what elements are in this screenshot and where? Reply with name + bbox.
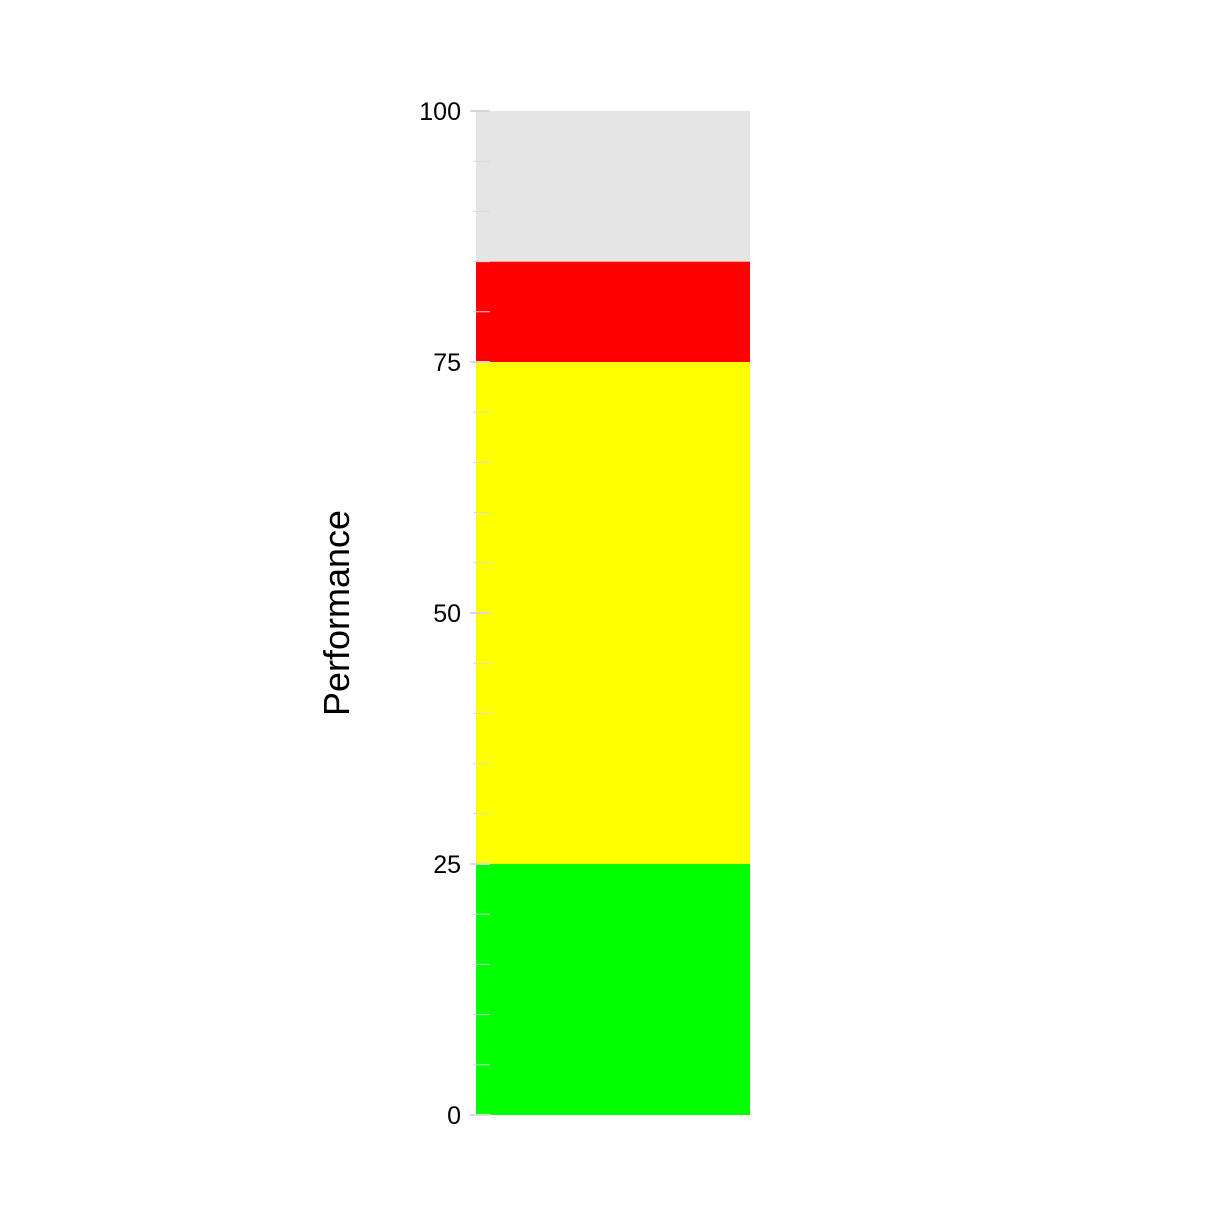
band-red [476,261,750,362]
band-yellow [476,362,750,864]
performance-bands [476,111,750,1115]
band-green [476,864,750,1115]
y-axis-ticks [470,110,490,1116]
y-tick-label-50: 50 [433,600,461,628]
y-tick-label-75: 75 [433,349,461,377]
y-tick-label-0: 0 [447,1102,461,1130]
band-gray [476,111,750,262]
y-axis-title: Performance [316,510,357,716]
y-tick-label-25: 25 [433,851,461,879]
y-tick-label-100: 100 [419,98,461,126]
y-axis-tick-labels: 0 25 50 75 100 [419,98,461,1130]
